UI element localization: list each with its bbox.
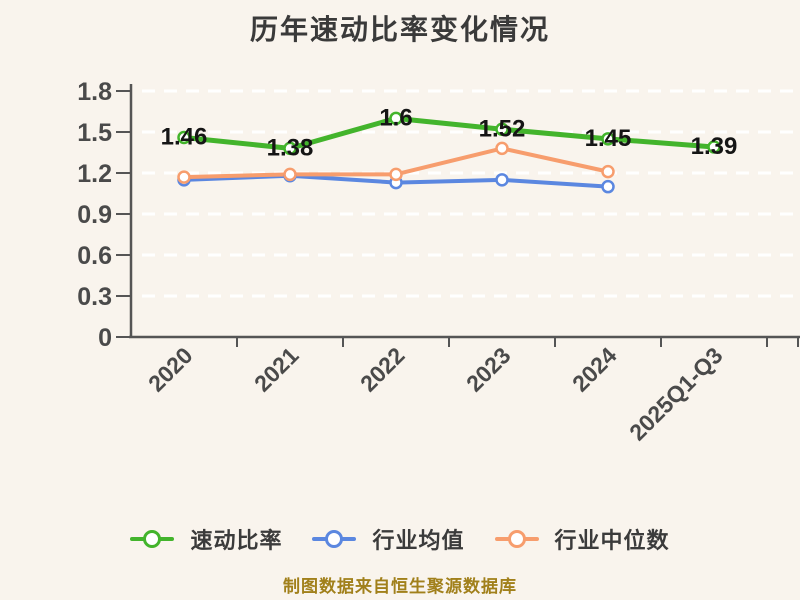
data-label: 1.39 <box>691 133 738 160</box>
data-point-quick-ratio[interactable] <box>389 111 403 126</box>
data-point-industry-median[interactable] <box>495 141 509 156</box>
series-line-quick-ratio <box>181 115 717 151</box>
legend-label-industry-median: 行业中位数 <box>554 528 670 553</box>
industry-average-legend-marker-icon <box>312 530 357 548</box>
x-tick-label: 2023 <box>461 342 516 397</box>
data-point-industry-average[interactable] <box>495 173 509 187</box>
y-tick-label: 0 <box>98 324 112 352</box>
x-tick-label: 2021 <box>249 342 304 397</box>
x-tick-label: 2024 <box>567 342 622 397</box>
data-point-industry-median[interactable] <box>389 167 403 182</box>
data-point-industry-median[interactable] <box>601 164 615 179</box>
chart-title: 历年速动比率变化情况 <box>249 14 550 45</box>
industry-median-legend-marker-icon <box>494 530 539 548</box>
y-tick-label: 1.2 <box>77 160 112 188</box>
data-label: 1.45 <box>585 125 632 152</box>
data-point-quick-ratio[interactable] <box>601 132 615 146</box>
data-point-quick-ratio[interactable] <box>177 130 191 145</box>
data-label: 1.52 <box>479 115 526 142</box>
y-tick-label: 0.3 <box>77 283 112 311</box>
legend-item-industry-median[interactable]: 行业中位数 <box>494 523 670 555</box>
quick-ratio-legend-marker-icon <box>130 530 175 548</box>
y-tick-label: 1.5 <box>77 119 112 147</box>
data-point-industry-median[interactable] <box>283 167 297 182</box>
y-tick-label: 0.9 <box>77 201 112 229</box>
data-label: 1.38 <box>267 134 314 161</box>
data-point-quick-ratio[interactable] <box>707 140 721 154</box>
legend-item-quick-ratio[interactable]: 速动比率 <box>130 523 282 555</box>
data-point-industry-median[interactable] <box>177 170 191 184</box>
y-tick-label: 0.6 <box>77 242 112 270</box>
legend: 速动比率 行业均值 行业中位数 <box>0 521 800 557</box>
legend-label-quick-ratio: 速动比率 <box>190 528 283 553</box>
legend-label-industry-average: 行业均值 <box>372 528 465 553</box>
data-point-quick-ratio[interactable] <box>283 141 297 156</box>
x-tick-label: 2025Q1-Q3 <box>624 342 727 445</box>
x-tick-label: 2022 <box>355 342 410 397</box>
legend-item-industry-average[interactable]: 行业均值 <box>312 523 464 555</box>
y-tick-label: 1.8 <box>77 78 112 106</box>
data-point-industry-average[interactable] <box>601 179 615 194</box>
data-label: 1.6 <box>379 104 412 131</box>
data-label: 1.46 <box>161 123 208 150</box>
x-tick-label: 2020 <box>143 342 198 397</box>
data-source-note: 制图数据来自恒生聚源数据库 <box>283 577 517 596</box>
data-point-quick-ratio[interactable] <box>495 122 509 137</box>
